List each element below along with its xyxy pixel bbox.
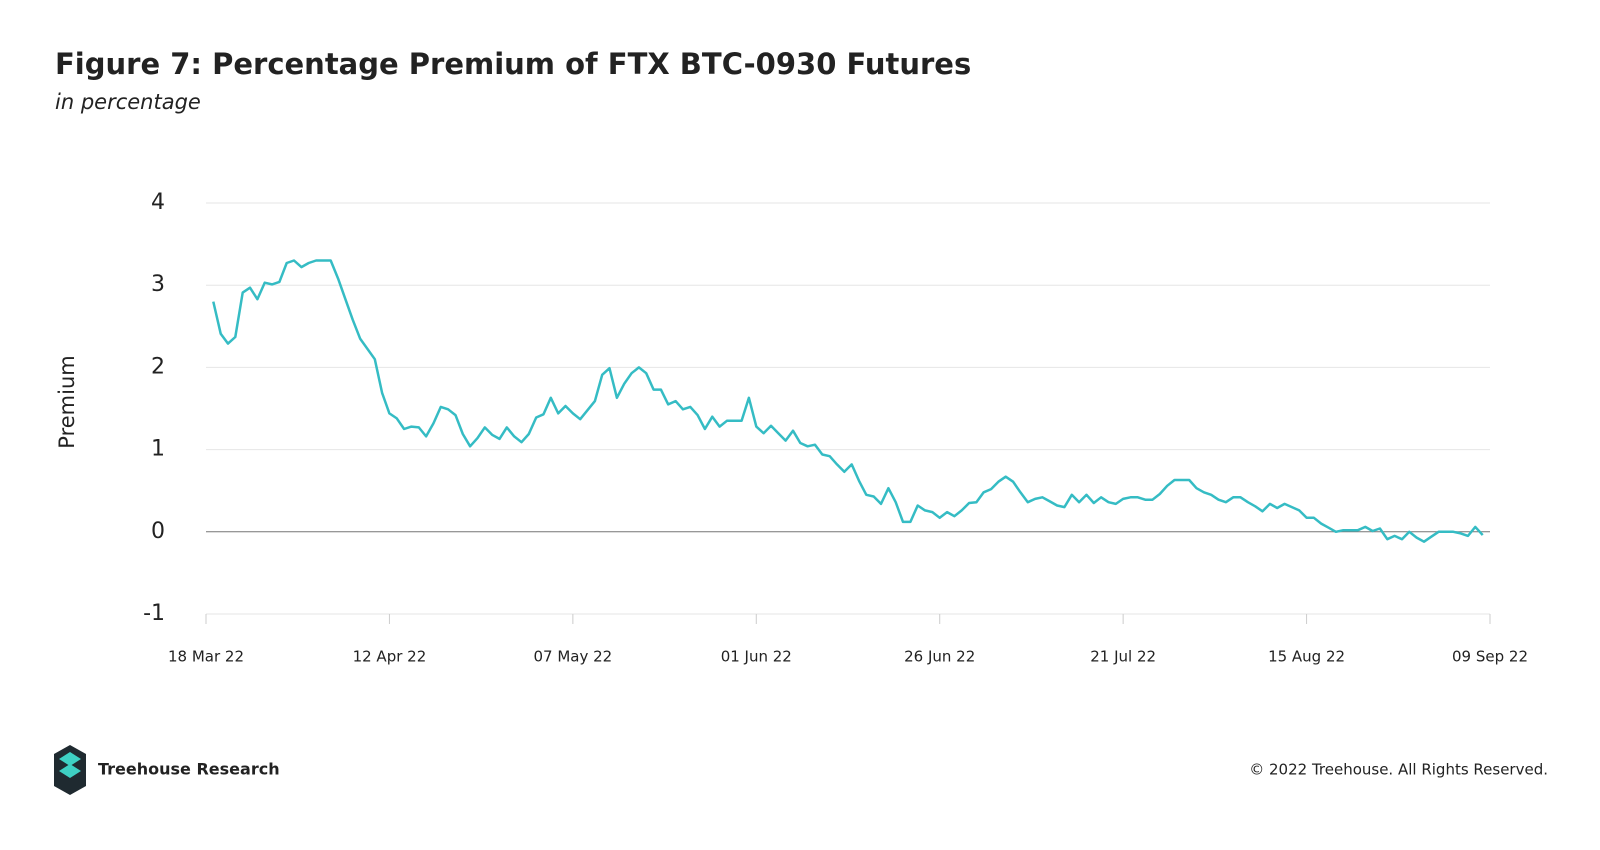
chart-subtitle: in percentage xyxy=(55,90,201,114)
y-tick-label: 1 xyxy=(151,437,165,462)
x-tick-label: 21 Jul 22 xyxy=(1090,648,1156,666)
y-axis-label: Premium xyxy=(55,355,79,448)
y-tick-label: -1 xyxy=(143,601,165,626)
logo xyxy=(54,745,86,795)
brand: Treehouse Research xyxy=(98,760,280,779)
x-tick-label: 18 Mar 22 xyxy=(168,648,244,666)
line xyxy=(212,259,1484,543)
y-tick-label: 2 xyxy=(151,354,165,379)
x-tick-label: 01 Jun 22 xyxy=(721,648,792,666)
x-tick-label: 09 Sep 22 xyxy=(1452,648,1528,666)
y-tick-label: 4 xyxy=(151,190,165,215)
x-tick-label: 12 Apr 22 xyxy=(353,648,427,666)
y-tick-label: 0 xyxy=(151,519,165,544)
y-tick-label: 3 xyxy=(151,272,165,297)
x-tick-label: 26 Jun 22 xyxy=(904,648,975,666)
x-tick-label: 15 Aug 22 xyxy=(1268,648,1345,666)
copyright: © 2022 Treehouse. All Rights Reserved. xyxy=(1249,761,1548,779)
x-tick-label: 07 May 22 xyxy=(533,648,612,666)
chart-title: Figure 7: Percentage Premium of FTX BTC-… xyxy=(55,47,971,81)
